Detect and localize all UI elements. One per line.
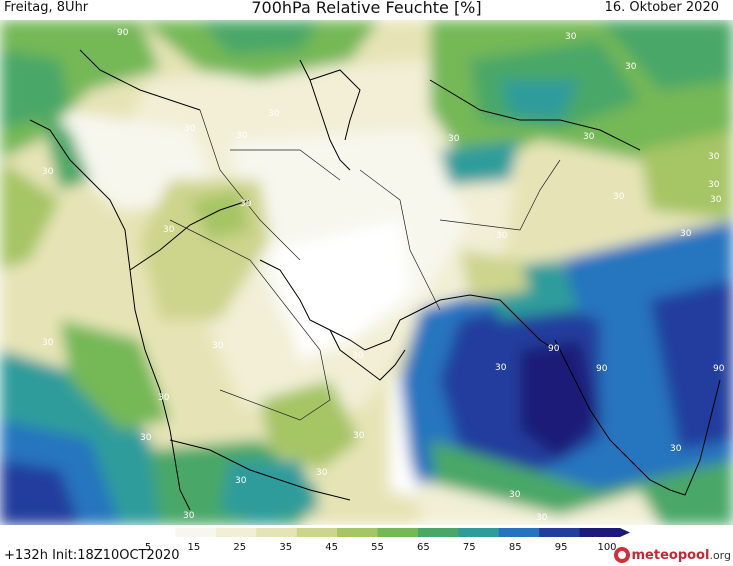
contour-label: 30	[625, 62, 637, 72]
contour-label: 30	[352, 351, 364, 361]
legend-swatch	[296, 528, 338, 537]
contour-label: 30	[236, 131, 248, 141]
legend-swatch	[215, 528, 257, 537]
legend-swatch	[417, 528, 459, 537]
legend-tick-label: 65	[417, 542, 430, 553]
map-title: 700hPa Relative Feuchte [%]	[251, 0, 482, 17]
contour-label: 30	[158, 393, 170, 403]
legend-ticks: 5 15 25 35 45 55 65 75 85 95 100	[145, 542, 617, 553]
coastlines	[29, 49, 721, 511]
contour-label: 30	[268, 109, 280, 119]
contour-label: 90	[548, 344, 560, 354]
contour-label: 30	[316, 468, 328, 478]
contour-label: 30	[140, 433, 152, 443]
contour-label: 30	[670, 444, 682, 454]
legend-tick-label: 55	[371, 542, 384, 553]
contour-label: 30	[496, 231, 508, 241]
legend-tick-label: 45	[325, 542, 338, 553]
legend-arrow	[620, 528, 630, 537]
legend-swatch	[458, 528, 500, 537]
contour-label: 30	[495, 363, 507, 373]
legend-swatch	[377, 528, 419, 537]
humidity-map: 90 90 90 90 30 30 30 30 30 30 30 30 30 3…	[0, 20, 733, 525]
logo-tld: .org	[709, 548, 731, 562]
legend-swatch	[135, 528, 176, 537]
legend-swatch	[337, 528, 378, 537]
contour-label: 30	[212, 341, 224, 351]
legend-tick-label: 35	[279, 542, 292, 553]
logo-brand: meteopool	[631, 547, 710, 563]
run-info: +132h Init:18Z10OCT2020	[4, 548, 180, 563]
humidity-field	[0, 20, 733, 525]
legend-swatch	[175, 528, 217, 537]
contour-label: 30	[240, 199, 252, 209]
contour-label: 30	[42, 338, 54, 348]
valid-time: Freitag, 8Uhr	[4, 0, 89, 15]
contour-label: 30	[42, 167, 54, 177]
contour-label: 30	[163, 225, 175, 235]
contour-label: 30	[536, 513, 548, 523]
contour-label: 30	[235, 476, 247, 486]
contour-label: 30	[565, 32, 577, 42]
meteopool-logo[interactable]: meteopool .org	[613, 546, 731, 564]
legend-tick-label: 25	[233, 542, 246, 553]
legend-swatch	[539, 528, 581, 537]
color-legend: 5 15 25 35 45 55 65 75 85 95 100	[135, 528, 630, 553]
contour-labels: 90 90 90 90 30 30 30 30 30 30 30 30 30 3…	[42, 28, 725, 523]
contour-label: 30	[353, 431, 365, 441]
forecast-date: 16. Oktober 2020	[604, 0, 719, 15]
legend-tick-label: 75	[463, 542, 476, 553]
meteopool-logo-icon	[613, 547, 630, 563]
legend-tick-label: 100	[597, 542, 616, 553]
contour-label: 30	[583, 132, 595, 142]
legend-tick-label: 15	[188, 542, 201, 553]
legend-swatch	[498, 528, 540, 537]
contour-label: 30	[184, 124, 196, 134]
map-header: Freitag, 8Uhr 700hPa Relative Feuchte [%…	[0, 0, 733, 20]
contour-label: 90	[596, 364, 608, 374]
country-borders	[169, 109, 561, 421]
contour-label: 30	[183, 511, 195, 521]
legend-tick-label: 85	[509, 542, 522, 553]
legend-bar	[135, 528, 630, 537]
contour-label: 90	[713, 364, 725, 374]
legend-tick-label: 5	[145, 542, 151, 553]
contour-label: 30	[509, 490, 521, 500]
contour-label: 30	[680, 229, 692, 239]
contour-label: 30	[448, 134, 460, 144]
contour-label: 30	[613, 192, 625, 202]
legend-swatch	[579, 528, 621, 537]
legend-tick-label: 95	[555, 542, 568, 553]
contour-label: 30	[708, 180, 720, 190]
legend-swatch	[256, 528, 298, 537]
contour-label: 30	[708, 152, 720, 162]
contour-label: 30	[710, 195, 722, 205]
contour-label: 90	[117, 28, 129, 38]
